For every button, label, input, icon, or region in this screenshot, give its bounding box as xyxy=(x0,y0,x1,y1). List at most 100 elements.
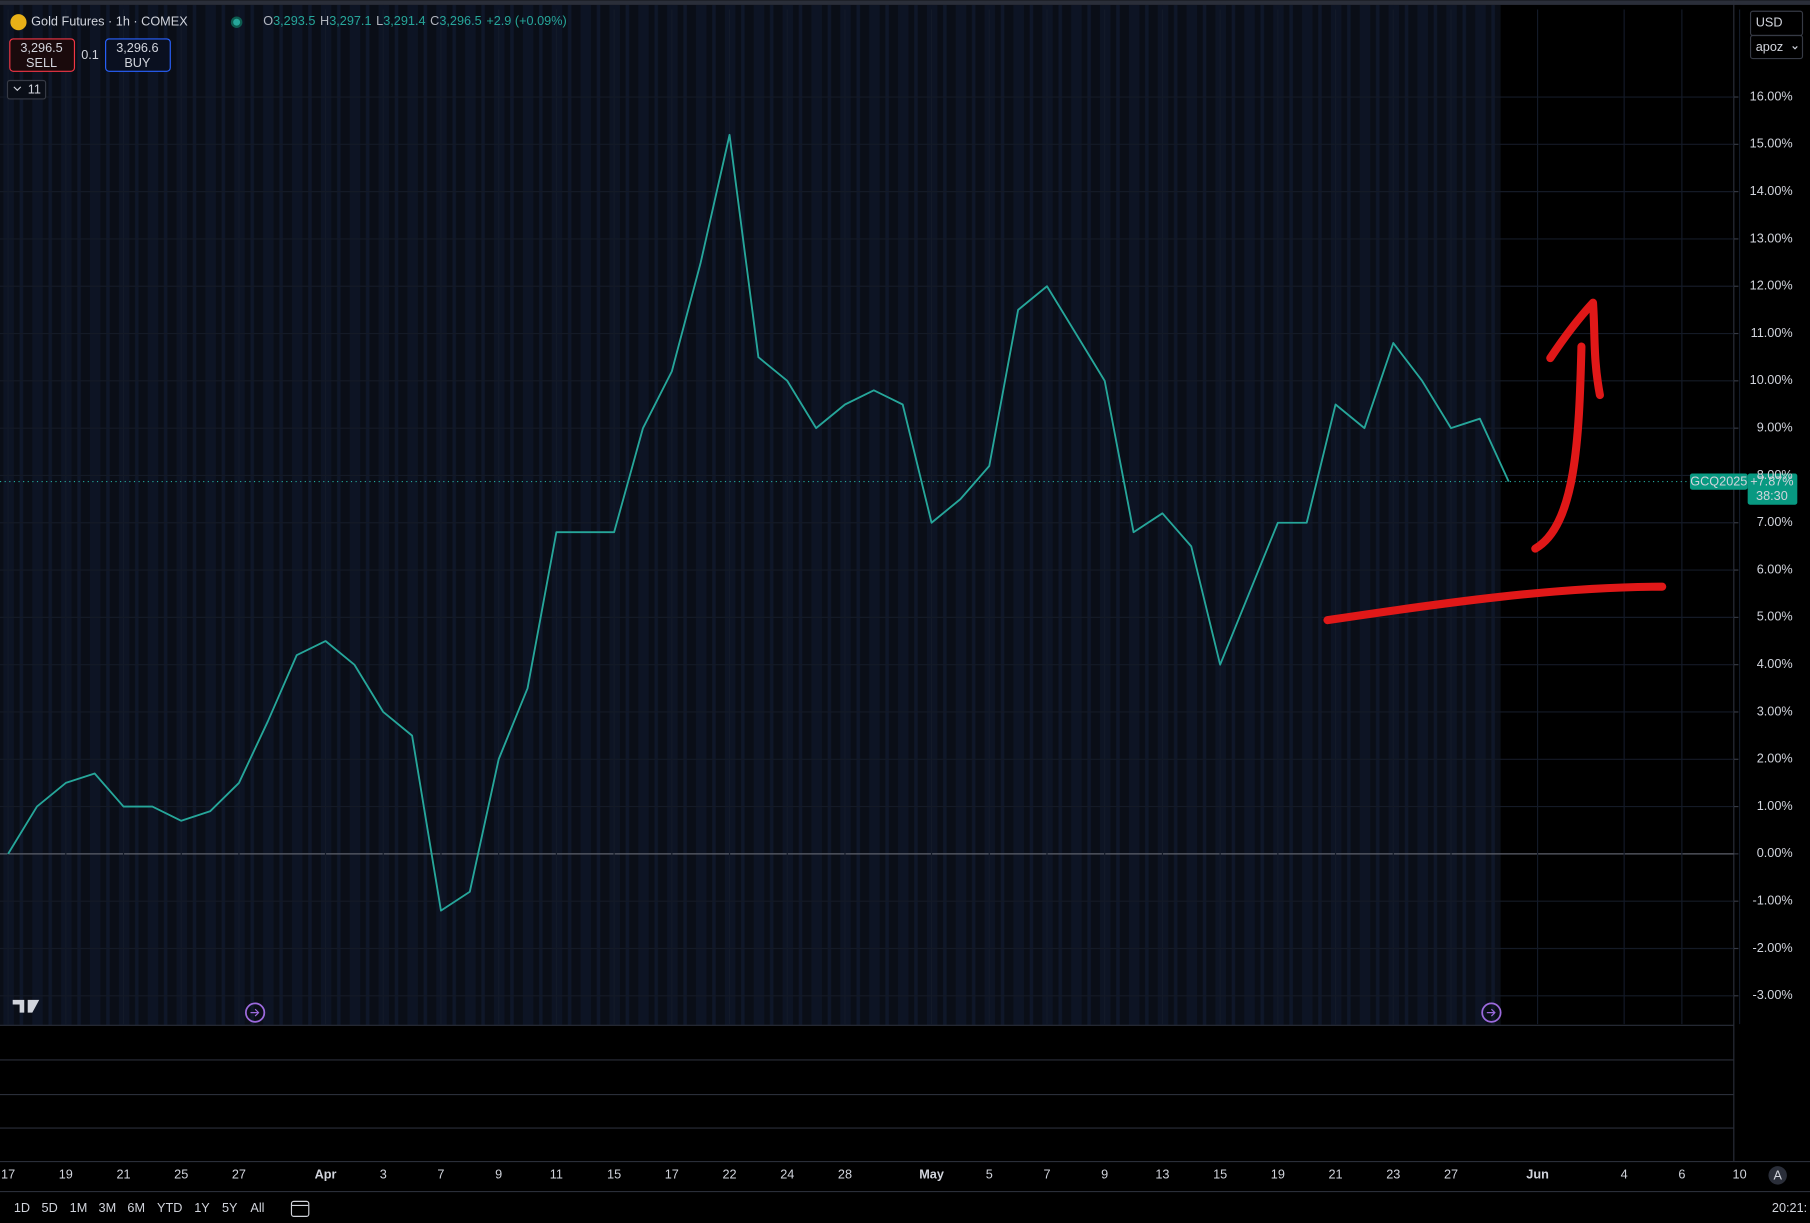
drawn-support-line xyxy=(1323,582,1667,625)
y-tick-label: 1.00% xyxy=(1757,799,1793,813)
session-shading xyxy=(0,4,1501,1026)
plot xyxy=(0,9,1741,1025)
spread: 0.1 xyxy=(81,48,99,62)
top-border xyxy=(0,0,1810,5)
auto-scale-button[interactable] xyxy=(1768,1166,1787,1185)
x-tick-label: 13 xyxy=(1155,1168,1169,1182)
indicators-toggle[interactable] xyxy=(6,79,47,100)
x-tick-label: 17 xyxy=(1,1168,15,1182)
x-tick-label: 24 xyxy=(780,1168,794,1182)
tradingview-logo xyxy=(12,999,40,1013)
currency: USD xyxy=(1756,16,1783,30)
x-tick-label: 11 xyxy=(550,1168,563,1182)
ohlc-label: O xyxy=(263,15,273,29)
range-button[interactable]: 5Y xyxy=(222,1201,238,1215)
y-tick-label: 3.00% xyxy=(1757,704,1793,718)
x-tick-label: 15 xyxy=(607,1168,621,1182)
market-status-dot xyxy=(233,18,241,26)
y-tick-label: 4.00% xyxy=(1757,657,1793,671)
range-button[interactable]: All xyxy=(250,1201,264,1215)
ohlc-change: +2.9 (+0.09%) xyxy=(486,15,566,29)
x-tick-label: 27 xyxy=(232,1168,246,1182)
x-tick-label: 21 xyxy=(116,1168,130,1182)
range-button[interactable]: 1M xyxy=(70,1201,88,1215)
auto-scale: A xyxy=(1773,1168,1782,1182)
symbol-label: GCQ2025 xyxy=(1690,475,1747,489)
range-button[interactable]: 1Y xyxy=(194,1201,210,1215)
x-tick-label: 15 xyxy=(1213,1168,1227,1182)
x-tick-label: 4 xyxy=(1621,1168,1628,1182)
drawn-arrow xyxy=(1531,298,1604,553)
x-tick-label: 9 xyxy=(495,1168,502,1182)
x-tick-label: 25 xyxy=(174,1168,188,1182)
y-tick-label: 6.00% xyxy=(1757,562,1793,576)
x-tick-label: 21 xyxy=(1329,1168,1343,1182)
sell-price: 3,296.5 xyxy=(20,41,62,55)
event-marker[interactable] xyxy=(1481,1002,1502,1023)
unit: apoz xyxy=(1756,40,1784,54)
y-tick-label: 11.00% xyxy=(1751,326,1793,340)
ohlc-value: 3,297.1 xyxy=(329,15,371,29)
y-tick-label: 15.00% xyxy=(1750,137,1793,151)
calendar-icon[interactable] xyxy=(290,1200,310,1217)
event-marker-icon xyxy=(250,1008,260,1017)
x-tick-label: 19 xyxy=(1271,1168,1285,1182)
y-tick-label: 14.00% xyxy=(1750,184,1793,198)
y-tick-label: 8.00% xyxy=(1757,468,1793,482)
x-tick-label: 7 xyxy=(1043,1168,1050,1182)
x-tick-label: 5 xyxy=(986,1168,993,1182)
sell-button[interactable] xyxy=(9,38,76,72)
ohlc-value: 3,293.5 xyxy=(273,15,315,29)
range-button[interactable]: YTD xyxy=(157,1201,182,1215)
x-tick-label: 9 xyxy=(1101,1168,1108,1182)
y-tick-label: -2.00% xyxy=(1752,941,1792,955)
symbol-label-bg xyxy=(1689,473,1748,490)
price-line xyxy=(7,133,1510,912)
symbol-title: Gold Futures · 1h · COMEX xyxy=(31,15,188,29)
y-tick-label: 10.00% xyxy=(1750,373,1793,387)
ohlc-value: 3,296.5 xyxy=(439,15,481,29)
x-tick-label: 22 xyxy=(722,1168,736,1182)
x-tick-label: 7 xyxy=(437,1168,444,1182)
x-tick-label: 10 xyxy=(1733,1168,1747,1182)
chevron-icon xyxy=(13,86,22,92)
y-tick-label: 12.00% xyxy=(1750,279,1793,293)
range-button[interactable]: 6M xyxy=(127,1201,145,1215)
y-tick-label: 2.00% xyxy=(1757,752,1793,766)
range-button[interactable]: 1D xyxy=(14,1201,30,1215)
x-tick-label: Jun xyxy=(1526,1168,1549,1182)
ohlc: O3,293.5 H3,297.1 L3,291.4 C3,296.5 +2.9 (+0… xyxy=(263,15,567,29)
x-tick-label: 28 xyxy=(838,1168,852,1182)
y-tick-label: 5.00% xyxy=(1757,610,1793,624)
x-tick-label: 27 xyxy=(1444,1168,1458,1182)
last-price-label-bg xyxy=(1747,473,1798,505)
range-button[interactable]: 5D xyxy=(42,1201,58,1215)
range-buttons: 1D 5D 1M 3M 6M YTD 1Y 5Y All xyxy=(14,1201,265,1215)
symbol-icon xyxy=(10,14,27,31)
indicators-count: 11 xyxy=(28,83,41,97)
y-tick-label: -1.00% xyxy=(1752,894,1792,908)
sell-label: SELL xyxy=(26,56,57,70)
x-tick-label: 19 xyxy=(59,1168,73,1182)
event-marker-icon xyxy=(1486,1008,1496,1017)
last-change: +7.87% xyxy=(1750,475,1793,489)
ohlc-label: C xyxy=(430,15,439,29)
y-tick-label: 13.00% xyxy=(1750,231,1793,245)
clock: 20:21: xyxy=(1772,1201,1807,1215)
bar-countdown: 38:30 xyxy=(1756,489,1788,503)
y-tick-label: -3.00% xyxy=(1752,988,1792,1002)
unit-select[interactable] xyxy=(1749,34,1804,60)
y-tick-label: 16.00% xyxy=(1750,89,1793,103)
buy-button[interactable] xyxy=(105,38,171,72)
x-tick-label: Apr xyxy=(315,1168,337,1182)
x-tick-label: 23 xyxy=(1386,1168,1400,1182)
x-tick-label: 6 xyxy=(1678,1168,1685,1182)
event-marker[interactable] xyxy=(245,1002,266,1023)
buy-price: 3,296.6 xyxy=(116,41,158,55)
range-button[interactable]: 3M xyxy=(99,1201,117,1215)
buy-label: BUY xyxy=(124,56,151,70)
x-tick-label: 17 xyxy=(665,1168,679,1182)
y-tick-label: 9.00% xyxy=(1757,421,1793,435)
